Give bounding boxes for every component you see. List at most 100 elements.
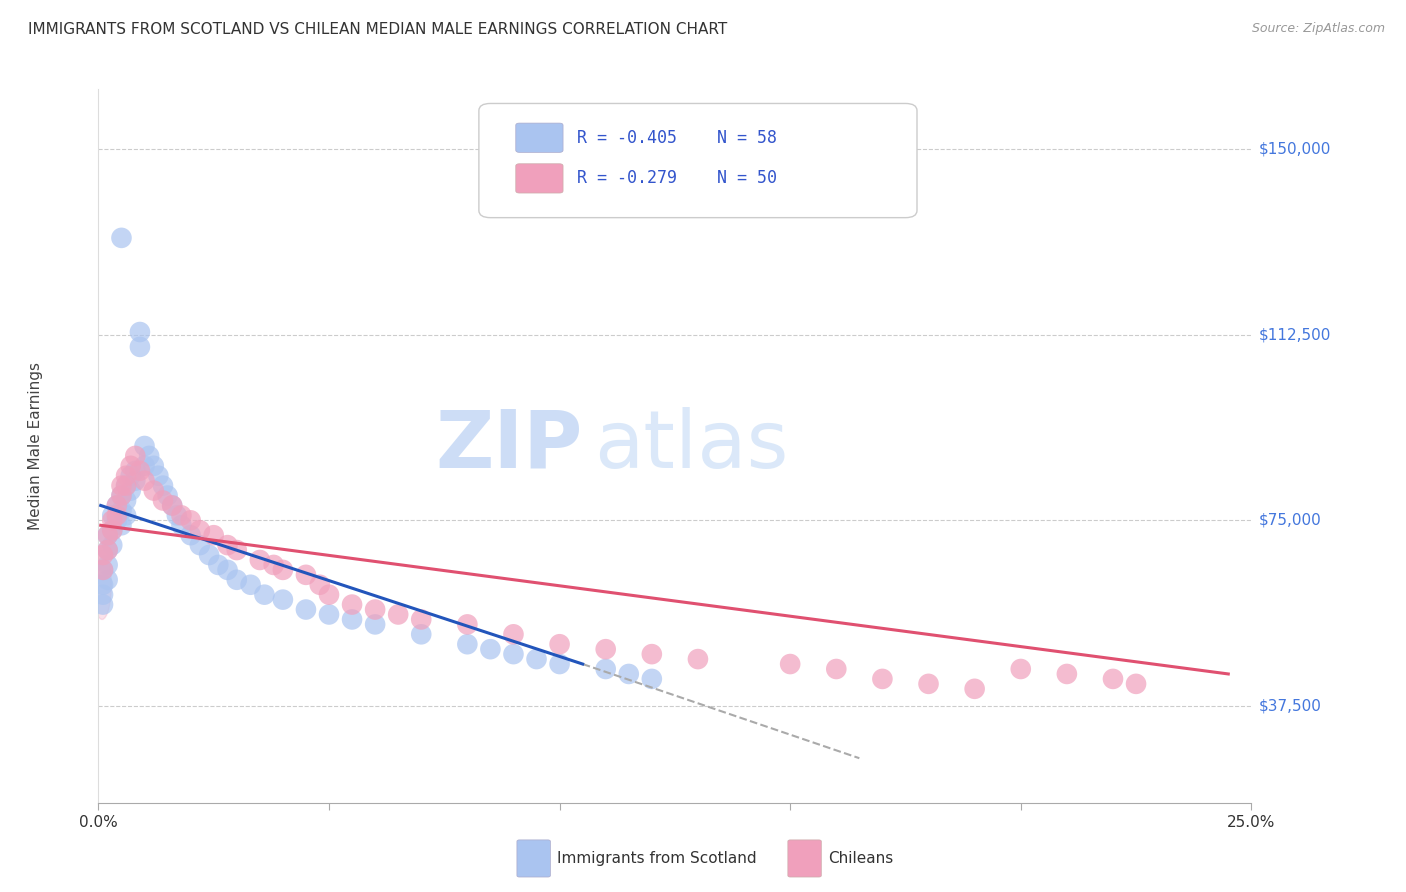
Text: Source: ZipAtlas.com: Source: ZipAtlas.com: [1251, 22, 1385, 36]
Point: [364, 602, 387, 616]
Point: [917, 677, 939, 691]
Point: [340, 598, 363, 612]
Point: [101, 523, 124, 537]
Text: Median Male Earnings: Median Male Earnings: [28, 362, 42, 530]
Text: IMMIGRANTS FROM SCOTLAND VS CHILEAN MEDIAN MALE EARNINGS CORRELATION CHART: IMMIGRANTS FROM SCOTLAND VS CHILEAN MEDI…: [28, 22, 727, 37]
Point: [134, 439, 156, 453]
Point: [686, 652, 709, 666]
Point: [617, 667, 640, 681]
Point: [641, 647, 664, 661]
Point: [180, 528, 202, 542]
Point: [97, 558, 120, 572]
Point: [91, 578, 114, 592]
Point: [91, 588, 114, 602]
Point: [129, 340, 152, 354]
Point: [595, 642, 617, 657]
Point: [97, 573, 120, 587]
Text: atlas: atlas: [595, 407, 789, 485]
Point: [502, 647, 524, 661]
FancyBboxPatch shape: [479, 103, 917, 218]
Point: [1102, 672, 1125, 686]
Point: [253, 588, 276, 602]
Point: [217, 563, 239, 577]
Point: [526, 652, 548, 666]
Text: Chileans: Chileans: [828, 851, 893, 866]
Point: [188, 538, 211, 552]
Point: [110, 518, 132, 533]
Point: [1056, 667, 1078, 681]
Point: [110, 231, 132, 245]
Point: [411, 627, 433, 641]
Point: [239, 578, 262, 592]
Point: [110, 503, 132, 517]
Point: [249, 553, 271, 567]
Point: [963, 681, 986, 696]
Point: [318, 607, 340, 622]
Point: [225, 543, 247, 558]
Point: [271, 563, 294, 577]
Point: [101, 523, 124, 537]
Point: [124, 464, 146, 478]
Point: [115, 493, 138, 508]
Point: [105, 499, 128, 513]
Point: [202, 528, 225, 542]
Point: [170, 518, 193, 533]
Point: [134, 474, 156, 488]
Point: [120, 458, 142, 473]
Point: [97, 528, 120, 542]
Point: [1125, 677, 1147, 691]
Point: [129, 464, 152, 478]
Text: $75,000: $75,000: [1258, 513, 1322, 528]
Point: [160, 499, 183, 513]
Text: $37,500: $37,500: [1258, 698, 1322, 714]
Point: [170, 508, 193, 523]
Point: [271, 592, 294, 607]
Point: [387, 607, 409, 622]
Point: [105, 499, 128, 513]
Point: [479, 642, 502, 657]
Point: [120, 468, 142, 483]
Point: [120, 483, 142, 498]
FancyBboxPatch shape: [516, 164, 562, 193]
Point: [263, 558, 285, 572]
Point: [308, 578, 330, 592]
Point: [180, 513, 202, 527]
Point: [91, 548, 114, 562]
Point: [91, 563, 114, 577]
Point: [156, 489, 179, 503]
Point: [217, 538, 239, 552]
Point: [1010, 662, 1032, 676]
Point: [779, 657, 801, 671]
Point: [295, 602, 318, 616]
Text: Immigrants from Scotland: Immigrants from Scotland: [557, 851, 756, 866]
Point: [91, 563, 114, 577]
Point: [129, 325, 152, 339]
Point: [115, 478, 138, 492]
Point: [91, 598, 114, 612]
Point: [101, 508, 124, 523]
Point: [641, 672, 664, 686]
Point: [115, 468, 138, 483]
Point: [198, 548, 221, 562]
Point: [142, 458, 165, 473]
Point: [101, 538, 124, 552]
Text: R = -0.405    N = 58: R = -0.405 N = 58: [576, 128, 778, 146]
Point: [110, 489, 132, 503]
Point: [295, 567, 318, 582]
Text: ZIP: ZIP: [436, 407, 582, 485]
Point: [138, 449, 160, 463]
Point: [110, 489, 132, 503]
FancyBboxPatch shape: [787, 840, 821, 877]
Point: [105, 508, 128, 523]
Point: [101, 513, 124, 527]
Point: [134, 458, 156, 473]
Point: [340, 612, 363, 626]
Point: [152, 493, 174, 508]
Point: [595, 662, 617, 676]
Point: [105, 513, 128, 527]
Point: [97, 543, 120, 558]
Point: [502, 627, 524, 641]
Point: [166, 508, 188, 523]
Point: [152, 478, 174, 492]
Point: [142, 483, 165, 498]
